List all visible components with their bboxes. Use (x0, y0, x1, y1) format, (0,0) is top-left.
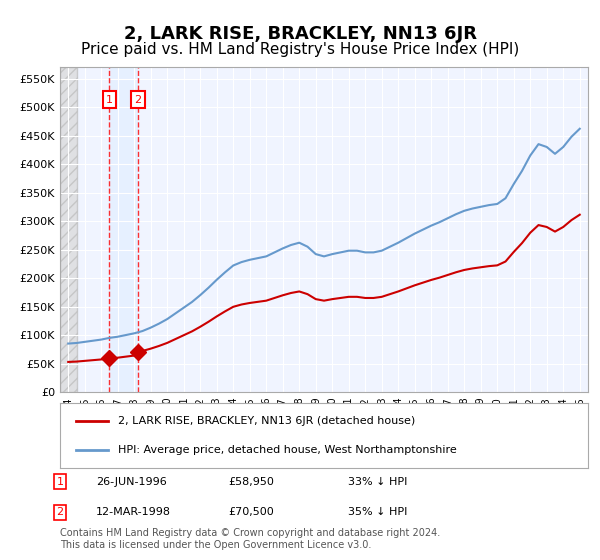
Text: 1: 1 (56, 477, 64, 487)
Text: Price paid vs. HM Land Registry's House Price Index (HPI): Price paid vs. HM Land Registry's House … (81, 42, 519, 57)
Text: 26-JUN-1996: 26-JUN-1996 (96, 477, 167, 487)
Text: £58,950: £58,950 (228, 477, 274, 487)
Text: 35% ↓ HPI: 35% ↓ HPI (348, 507, 407, 517)
Text: HPI: Average price, detached house, West Northamptonshire: HPI: Average price, detached house, West… (118, 445, 457, 455)
Text: 33% ↓ HPI: 33% ↓ HPI (348, 477, 407, 487)
Bar (109, 67, 138, 392)
Text: £70,500: £70,500 (228, 507, 274, 517)
Text: 2, LARK RISE, BRACKLEY, NN13 6JR: 2, LARK RISE, BRACKLEY, NN13 6JR (124, 25, 476, 43)
Text: 2: 2 (134, 95, 141, 105)
Text: 2: 2 (56, 507, 64, 517)
Text: 1: 1 (106, 95, 113, 105)
Bar (60, 67, 77, 392)
Text: Contains HM Land Registry data © Crown copyright and database right 2024.
This d: Contains HM Land Registry data © Crown c… (60, 528, 440, 550)
Text: 12-MAR-1998: 12-MAR-1998 (96, 507, 171, 517)
Text: 2, LARK RISE, BRACKLEY, NN13 6JR (detached house): 2, LARK RISE, BRACKLEY, NN13 6JR (detach… (118, 416, 415, 426)
